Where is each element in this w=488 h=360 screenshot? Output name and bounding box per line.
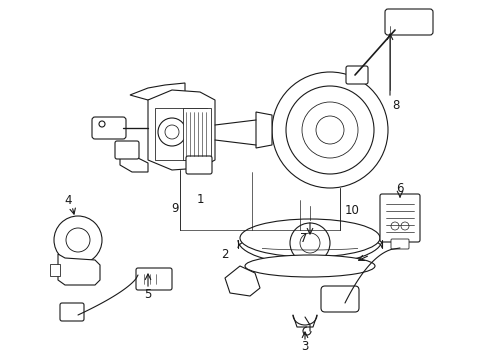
Circle shape <box>400 222 408 230</box>
FancyBboxPatch shape <box>346 66 367 84</box>
Text: 9: 9 <box>171 202 179 215</box>
Text: 7: 7 <box>299 231 307 244</box>
Text: 6: 6 <box>395 181 403 194</box>
Text: 4: 4 <box>64 194 72 207</box>
Polygon shape <box>58 254 100 285</box>
Bar <box>183 108 210 160</box>
Polygon shape <box>148 90 215 170</box>
Text: 2: 2 <box>221 248 228 261</box>
Circle shape <box>390 222 398 230</box>
Circle shape <box>158 118 185 146</box>
Circle shape <box>299 233 319 253</box>
FancyBboxPatch shape <box>92 117 126 139</box>
Circle shape <box>289 223 329 263</box>
FancyBboxPatch shape <box>320 286 358 312</box>
Circle shape <box>302 102 357 158</box>
Polygon shape <box>120 150 148 172</box>
Text: 1: 1 <box>196 193 203 206</box>
Polygon shape <box>256 112 271 148</box>
Circle shape <box>54 216 102 264</box>
Circle shape <box>66 228 90 252</box>
Polygon shape <box>224 266 260 296</box>
Circle shape <box>271 72 387 188</box>
FancyBboxPatch shape <box>115 141 139 159</box>
Bar <box>155 108 206 160</box>
Text: 8: 8 <box>391 99 399 112</box>
Circle shape <box>164 125 179 139</box>
FancyBboxPatch shape <box>379 194 419 242</box>
Circle shape <box>315 116 343 144</box>
Circle shape <box>285 86 373 174</box>
Bar <box>50 264 60 276</box>
FancyBboxPatch shape <box>384 9 432 35</box>
FancyBboxPatch shape <box>60 303 84 321</box>
Circle shape <box>99 121 105 127</box>
FancyBboxPatch shape <box>136 268 172 290</box>
Polygon shape <box>130 83 184 100</box>
FancyBboxPatch shape <box>185 156 212 174</box>
FancyBboxPatch shape <box>390 239 408 249</box>
Text: 10: 10 <box>345 203 359 216</box>
Text: 5: 5 <box>144 288 151 302</box>
Ellipse shape <box>240 219 379 257</box>
Text: 3: 3 <box>301 341 308 354</box>
Ellipse shape <box>244 255 374 277</box>
